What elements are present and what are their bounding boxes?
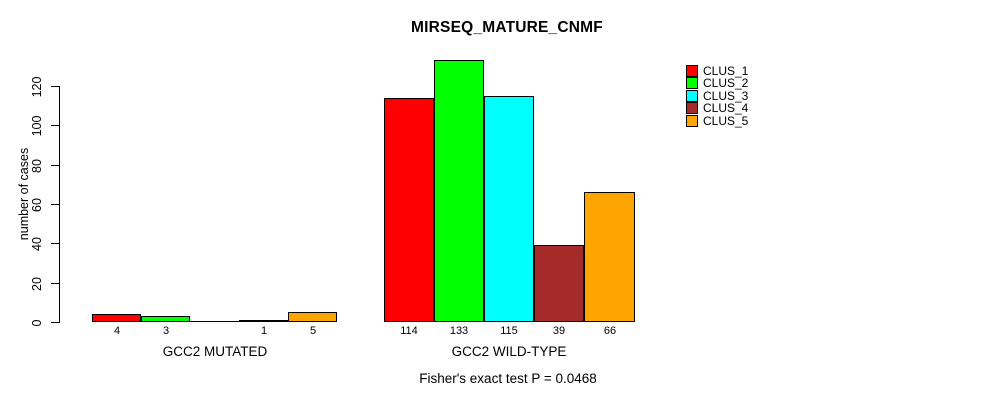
- x-group-label-gcc2-mutated: GCC2 MUTATED: [162, 344, 268, 359]
- legend-label-clus-4: CLUS_4: [703, 101, 749, 115]
- bar-clus-3-gcc2-mutated: [190, 321, 239, 322]
- y-axis-tick-label: 0: [30, 319, 44, 326]
- legend-label-clus-5: CLUS_5: [703, 114, 749, 128]
- bar-value-label: 39: [552, 325, 566, 337]
- bar-clus-1-gcc2-wild-type: [384, 98, 434, 322]
- y-axis-tick-label: 40: [30, 236, 44, 251]
- x-group-label-gcc2-wild-type: GCC2 WILD-TYPE: [451, 344, 567, 359]
- bar-clus-5-gcc2-mutated: [288, 312, 337, 322]
- bar-value-label: 133: [449, 325, 469, 337]
- y-axis-tick: [51, 165, 60, 166]
- bar-value-label: 4: [113, 325, 121, 337]
- legend-label-clus-1: CLUS_1: [703, 64, 749, 78]
- bar-value-label: 1: [260, 325, 268, 337]
- y-axis-tick: [51, 125, 60, 126]
- y-axis-tick-label: 120: [30, 76, 44, 97]
- legend-swatch-clus-1: [686, 65, 698, 77]
- bar-clus-4-gcc2-mutated: [239, 320, 288, 322]
- legend-label-clus-3: CLUS_3: [703, 89, 749, 103]
- y-axis-tick-label: 60: [30, 197, 44, 212]
- y-axis-tick: [51, 86, 60, 87]
- legend-swatch-clus-4: [686, 102, 698, 114]
- legend-label-clus-2: CLUS_2: [703, 76, 749, 90]
- legend-swatch-clus-2: [686, 77, 698, 89]
- bar-clus-5-gcc2-wild-type: [584, 192, 635, 322]
- y-axis-tick-label: 20: [30, 276, 44, 291]
- bar-clus-4-gcc2-wild-type: [534, 245, 584, 322]
- y-axis-tick: [51, 283, 60, 284]
- y-axis-tick: [51, 204, 60, 205]
- y-axis-title: number of cases: [17, 147, 31, 241]
- y-axis-tick-label: 100: [30, 115, 44, 136]
- chart-title: MIRSEQ_MATURE_CNMF: [411, 19, 603, 36]
- legend-swatch-clus-5: [686, 115, 698, 127]
- legend-swatch-clus-3: [686, 90, 698, 102]
- fisher-test-footnote: Fisher's exact test P = 0.0468: [419, 371, 597, 386]
- bar-clus-3-gcc2-wild-type: [484, 96, 534, 322]
- bar-clus-1-gcc2-mutated: [92, 314, 141, 322]
- bar-value-label: 5: [309, 325, 317, 337]
- y-axis-tick: [51, 243, 60, 244]
- y-axis-tick-label: 80: [30, 158, 44, 173]
- bar-value-label: 115: [500, 325, 518, 337]
- y-axis-tick: [51, 322, 60, 323]
- bar-value-label: 114: [400, 325, 418, 337]
- bar-value-label: 3: [162, 325, 170, 337]
- bar-clus-2-gcc2-mutated: [141, 316, 190, 322]
- bar-clus-2-gcc2-wild-type: [434, 60, 484, 322]
- bar-value-label: 66: [603, 325, 617, 337]
